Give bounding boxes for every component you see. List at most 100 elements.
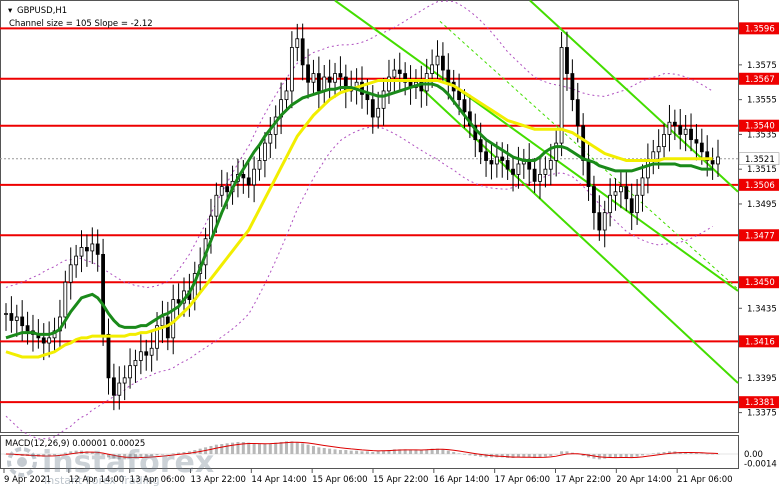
level-tag-bg-6: [739, 335, 779, 348]
candle-body-53: [289, 47, 294, 92]
candle-body-99: [538, 173, 542, 182]
macd-bar-115: [624, 454, 628, 458]
macd-bar-101: [549, 454, 553, 456]
price-tick-label-0: 1.3575: [747, 61, 777, 71]
macd-bar-46: [252, 443, 256, 454]
level-tag-bg-1: [739, 72, 779, 85]
price-tick-label-4: 1.3495: [747, 200, 777, 210]
candle-body-57: [311, 73, 316, 83]
price-tick-label-1: 1.3555: [747, 96, 777, 106]
macd-bar-60: [328, 448, 332, 454]
macd-bar-65: [355, 450, 359, 454]
chart-symbol-icon: ▾: [8, 6, 13, 16]
macd-bar-69: [376, 451, 380, 454]
time-label-8: 17 Apr 06:00: [495, 475, 550, 485]
candle-body-100: [543, 168, 548, 175]
macd-bar-97: [527, 454, 531, 458]
time-label-4: 14 Apr 14:00: [251, 475, 306, 485]
macd-bar-127: [689, 452, 693, 454]
candle-body-8: [47, 337, 52, 344]
candle-body-114: [619, 186, 623, 193]
macd-bar-99: [538, 454, 542, 458]
candle-body-106: [575, 99, 580, 127]
macd-bar-98: [533, 454, 537, 458]
candle-body-52: [284, 90, 289, 101]
macd-bar-81: [441, 449, 445, 454]
macd-bar-45: [247, 442, 251, 454]
chart-symbol: GBPUSD,H1: [17, 6, 67, 16]
price-tick-label-3: 1.3515: [747, 165, 777, 175]
macd-bar-116: [630, 454, 634, 458]
macd-bar-50: [274, 442, 278, 454]
candle-body-47: [257, 160, 262, 170]
candle-body-46: [252, 168, 257, 186]
macd-bar-71: [387, 450, 391, 454]
macd-bar-70: [382, 450, 386, 454]
price-tick-label-2: 1.3535: [747, 130, 777, 140]
macd-bar-80: [436, 448, 440, 454]
macd-bar-10: [58, 454, 62, 455]
candle-body-82: [446, 69, 451, 83]
time-label-0: 9 Apr 2021: [4, 475, 51, 485]
macd-bar-38: [209, 446, 213, 454]
macd-bar-75: [409, 450, 413, 454]
macd-bar-11: [63, 452, 67, 454]
ma-fast-line: [5, 82, 713, 340]
candle-body-121: [656, 146, 661, 153]
candle-body-112: [608, 194, 613, 214]
macd-bar-93: [506, 454, 510, 458]
macd-bar-41: [225, 443, 229, 454]
macd-bar-76: [414, 450, 418, 454]
candle-body-67: [365, 94, 370, 101]
candle-body-85: [462, 99, 467, 113]
macd-bar-48: [263, 444, 267, 454]
candle-body-4: [25, 325, 30, 332]
candle-body-19: [106, 333, 111, 379]
macd-label: MACD(12,26,9) 0.00001 0.00025: [5, 439, 145, 449]
level-tag-1: 1.3567: [745, 75, 775, 85]
candle-body-130: [705, 151, 710, 161]
candle-body-71: [387, 76, 391, 92]
candle-body-60: [327, 76, 332, 83]
macd-bar-117: [635, 454, 639, 457]
macd-bar-63: [344, 450, 348, 454]
candle-body-111: [602, 212, 607, 231]
candle-body-123: [667, 121, 672, 135]
macd-bar-39: [214, 444, 218, 454]
price-candles: [4, 23, 720, 411]
level-tag-0: 1.3596: [745, 24, 775, 34]
candle-body-102: [554, 142, 559, 161]
macd-bar-120: [651, 453, 655, 454]
candle-body-78: [424, 73, 429, 92]
macd-bar-16: [90, 452, 94, 454]
candle-body-128: [694, 139, 699, 144]
macd-bar-88: [479, 454, 483, 457]
level-tag-bg-0: [739, 22, 779, 35]
macd-bar-130: [705, 454, 709, 455]
candle-body-13: [74, 255, 79, 266]
level-tag-5: 1.3450: [745, 278, 775, 288]
candle-body-21: [117, 382, 122, 396]
candle-body-27: [149, 347, 154, 356]
macd-bar-18: [101, 454, 105, 456]
candle-body-129: [699, 142, 704, 153]
candle-body-122: [662, 134, 666, 147]
macd-bar-87: [473, 454, 477, 456]
candle-body-69: [376, 107, 381, 118]
candle-body-127: [689, 128, 693, 141]
candle-body-22: [122, 377, 127, 384]
level-tag-6: 1.3416: [745, 337, 775, 347]
macd-bar-24: [133, 454, 137, 458]
candle-body-56: [306, 64, 310, 83]
time-label-5: 15 Apr 06:00: [312, 475, 367, 485]
candle-body-20: [111, 377, 116, 396]
macd-bar-42: [231, 442, 235, 454]
candle-body-49: [268, 134, 273, 144]
macd-bar-112: [608, 454, 612, 458]
candle-body-1: [9, 313, 14, 321]
candle-body-98: [532, 168, 537, 182]
watermark-tagline: Instant Forex Trading: [44, 474, 160, 487]
candle-body-66: [360, 81, 364, 95]
candle-body-70: [381, 90, 386, 109]
macd-bar-33: [182, 452, 186, 454]
